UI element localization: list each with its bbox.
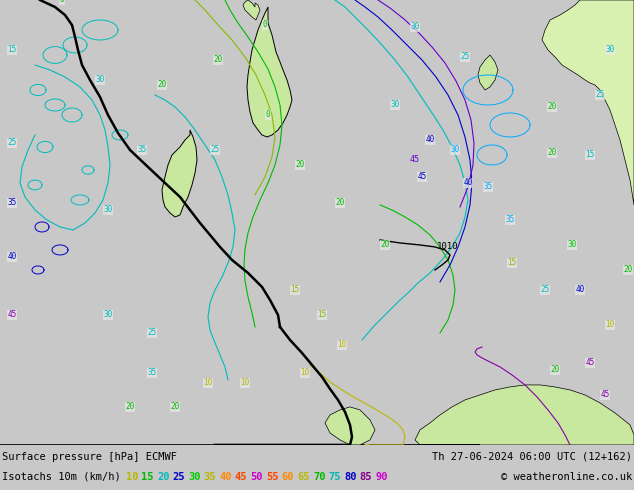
Text: 45: 45	[417, 172, 427, 181]
Text: 70: 70	[313, 472, 325, 482]
Text: 30: 30	[410, 23, 420, 31]
Text: 45: 45	[410, 155, 420, 165]
Text: 30: 30	[95, 75, 105, 84]
Text: 10: 10	[126, 472, 138, 482]
Text: 15: 15	[141, 472, 154, 482]
Text: 10: 10	[240, 378, 250, 388]
Text: 90: 90	[375, 472, 388, 482]
Text: 20: 20	[171, 402, 179, 412]
Text: 50: 50	[250, 472, 263, 482]
Text: 20: 20	[295, 160, 304, 170]
Text: 20: 20	[335, 198, 345, 207]
Polygon shape	[247, 7, 292, 137]
Text: 30: 30	[450, 146, 460, 154]
Text: 40: 40	[8, 252, 16, 262]
Text: 40: 40	[576, 286, 585, 294]
Text: 30: 30	[103, 205, 113, 215]
Text: 20: 20	[157, 472, 169, 482]
Text: 35: 35	[505, 216, 515, 224]
Text: 30: 30	[605, 46, 614, 54]
Polygon shape	[162, 130, 197, 217]
Text: 20: 20	[623, 266, 633, 274]
Text: 20: 20	[380, 241, 390, 249]
Text: 10: 10	[204, 378, 212, 388]
Text: 20: 20	[126, 402, 134, 412]
Text: 15: 15	[8, 46, 16, 54]
Text: 15: 15	[290, 286, 300, 294]
Text: 15: 15	[318, 311, 327, 319]
Text: 30: 30	[188, 472, 200, 482]
Text: 20: 20	[157, 80, 167, 90]
Text: 25: 25	[147, 328, 157, 338]
Text: 45: 45	[585, 358, 595, 368]
Polygon shape	[0, 385, 634, 445]
Text: 25: 25	[8, 139, 16, 147]
Text: 15: 15	[507, 258, 517, 268]
Text: 10: 10	[301, 368, 309, 377]
Text: Surface pressure [hPa] ECMWF: Surface pressure [hPa] ECMWF	[2, 452, 177, 462]
Polygon shape	[478, 55, 498, 90]
Text: 45: 45	[600, 391, 610, 399]
Text: 0: 0	[60, 0, 64, 4]
Text: 10: 10	[605, 320, 614, 329]
Text: 85: 85	[359, 472, 372, 482]
Text: 35: 35	[147, 368, 157, 377]
Text: 20: 20	[547, 148, 557, 157]
Polygon shape	[325, 407, 375, 445]
Polygon shape	[542, 0, 634, 205]
Text: 40: 40	[219, 472, 232, 482]
Text: 0: 0	[262, 21, 268, 29]
Text: 25: 25	[595, 91, 605, 99]
Text: © weatheronline.co.uk: © weatheronline.co.uk	[501, 472, 632, 482]
Text: 75: 75	[328, 472, 341, 482]
Text: 0: 0	[266, 110, 270, 120]
Text: 25: 25	[172, 472, 185, 482]
Text: 25: 25	[540, 286, 550, 294]
Text: 35: 35	[483, 182, 493, 192]
Text: 20: 20	[214, 55, 223, 65]
Text: 35: 35	[204, 472, 216, 482]
Text: 10: 10	[337, 341, 347, 349]
Text: 25: 25	[210, 146, 219, 154]
Text: 45: 45	[8, 311, 16, 319]
Text: Th 27-06-2024 06:00 UTC (12+162): Th 27-06-2024 06:00 UTC (12+162)	[432, 452, 632, 462]
Text: 45: 45	[235, 472, 247, 482]
Text: 35: 35	[138, 146, 146, 154]
Text: 25: 25	[460, 52, 470, 61]
Text: 30: 30	[567, 241, 577, 249]
Text: 80: 80	[344, 472, 356, 482]
Text: 1010: 1010	[437, 243, 458, 251]
Text: 30: 30	[103, 311, 113, 319]
Text: 35: 35	[8, 198, 16, 207]
Text: Isotachs 10m (km/h): Isotachs 10m (km/h)	[2, 472, 120, 482]
Text: 65: 65	[297, 472, 310, 482]
Text: 60: 60	[281, 472, 294, 482]
Text: 40: 40	[425, 135, 435, 145]
Text: 55: 55	[266, 472, 278, 482]
Text: 40: 40	[463, 178, 472, 188]
Text: 20: 20	[550, 366, 560, 374]
Text: 15: 15	[585, 150, 595, 159]
Text: 20: 20	[547, 102, 557, 112]
Text: 30: 30	[391, 100, 399, 109]
Polygon shape	[243, 0, 260, 20]
